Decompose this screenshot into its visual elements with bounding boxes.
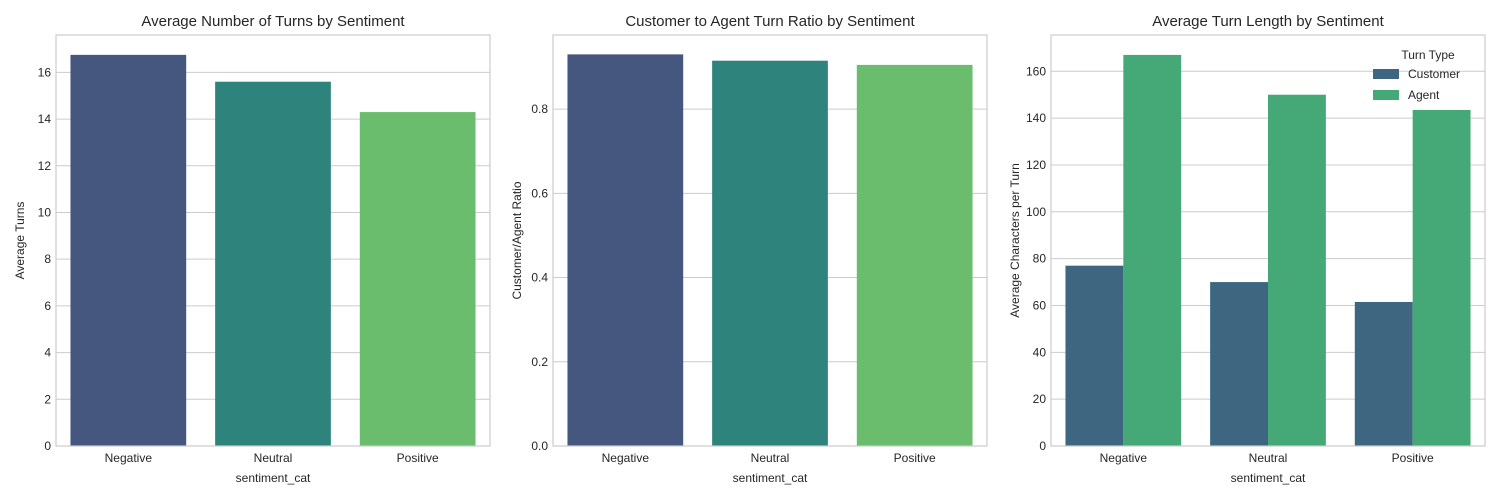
bar-customer-negative bbox=[1065, 265, 1124, 446]
y-tick-label: 60 bbox=[1033, 298, 1047, 312]
plot-frame bbox=[1050, 34, 1486, 447]
y-tick-label: 0 bbox=[1039, 439, 1046, 453]
plot-frame bbox=[552, 34, 988, 447]
bar-negative bbox=[567, 54, 684, 446]
bar-agent-negative bbox=[1123, 54, 1182, 447]
y-tick-label: 0.6 bbox=[531, 186, 548, 200]
chart-title: Average Number of Turns by Sentiment bbox=[141, 13, 405, 30]
bar-customer-positive bbox=[1354, 301, 1413, 446]
x-tick-label: Negative bbox=[602, 451, 650, 465]
chart-title: Customer to Agent Turn Ratio by Sentimen… bbox=[625, 13, 915, 30]
x-axis-label: sentiment_cat bbox=[1231, 471, 1306, 485]
y-tick-label: 0 bbox=[44, 439, 51, 453]
y-tick-label: 20 bbox=[1033, 392, 1047, 406]
y-tick-label: 120 bbox=[1026, 158, 1046, 172]
x-tick-label: Neutral bbox=[751, 451, 790, 465]
bar-agent-positive bbox=[1412, 109, 1471, 446]
legend-swatch-customer bbox=[1373, 69, 1399, 79]
y-tick-label: 100 bbox=[1026, 205, 1046, 219]
bar-positive bbox=[856, 64, 973, 447]
y-axis-label: Customer/Agent Ratio bbox=[510, 181, 524, 299]
x-tick-label: Positive bbox=[1392, 451, 1434, 465]
bar-neutral bbox=[215, 81, 331, 447]
y-tick-label: 8 bbox=[44, 252, 51, 266]
x-tick-label: Positive bbox=[397, 451, 439, 465]
legend-label-agent: Agent bbox=[1408, 88, 1440, 102]
bar-neutral bbox=[712, 60, 828, 446]
legend-title: Turn Type bbox=[1401, 48, 1455, 62]
x-tick-label: Positive bbox=[894, 451, 936, 465]
y-tick-label: 6 bbox=[44, 299, 51, 313]
y-tick-label: 140 bbox=[1026, 111, 1046, 125]
y-tick-label: 14 bbox=[38, 112, 52, 126]
chart-panel-3: 0 20 40 60 80 100 120 140 160 Negative Neutral Posi… bbox=[1008, 13, 1486, 485]
y-tick-label: 40 bbox=[1033, 345, 1047, 359]
y-tick-label: 160 bbox=[1026, 64, 1046, 78]
legend-label-customer: Customer bbox=[1408, 67, 1460, 81]
y-tick-label: 12 bbox=[38, 159, 52, 173]
legend-swatch-agent bbox=[1373, 90, 1399, 100]
bar-negative bbox=[70, 54, 187, 447]
chart-panel-1: 0 2 4 6 8 10 12 14 16 Negative Neutral Positive Aver… bbox=[13, 13, 491, 485]
y-tick-label: 0.8 bbox=[531, 102, 548, 116]
y-tick-label: 4 bbox=[44, 346, 51, 360]
legend: Turn Type Customer Agent bbox=[1373, 48, 1460, 102]
y-tick-label: 2 bbox=[44, 392, 51, 406]
x-tick-label: Negative bbox=[1100, 451, 1148, 465]
chart-title: Average Turn Length by Sentiment bbox=[1152, 13, 1384, 30]
y-tick-label: 0.0 bbox=[531, 439, 548, 453]
y-tick-label: 0.2 bbox=[531, 355, 548, 369]
x-axis-label: sentiment_cat bbox=[236, 471, 311, 485]
y-tick-label: 0.4 bbox=[531, 271, 548, 285]
y-tick-label: 80 bbox=[1033, 252, 1047, 266]
y-tick-label: 10 bbox=[38, 205, 52, 219]
y-axis-label: Average Turns bbox=[13, 202, 27, 280]
x-tick-label: Neutral bbox=[254, 451, 293, 465]
y-tick-label: 16 bbox=[38, 65, 52, 79]
y-axis-label: Average Characters per Turn bbox=[1008, 163, 1022, 318]
bar-agent-neutral bbox=[1268, 94, 1326, 446]
chart-panel-2: 0.0 0.2 0.4 0.6 0.8 Negative Neutral Positive Cu… bbox=[510, 13, 988, 485]
x-tick-label: Negative bbox=[105, 451, 153, 465]
bar-positive bbox=[359, 112, 476, 446]
x-axis-label: sentiment_cat bbox=[733, 471, 808, 485]
plot-frame bbox=[55, 34, 491, 447]
x-tick-label: Neutral bbox=[1249, 451, 1288, 465]
bar-customer-neutral bbox=[1210, 282, 1268, 446]
